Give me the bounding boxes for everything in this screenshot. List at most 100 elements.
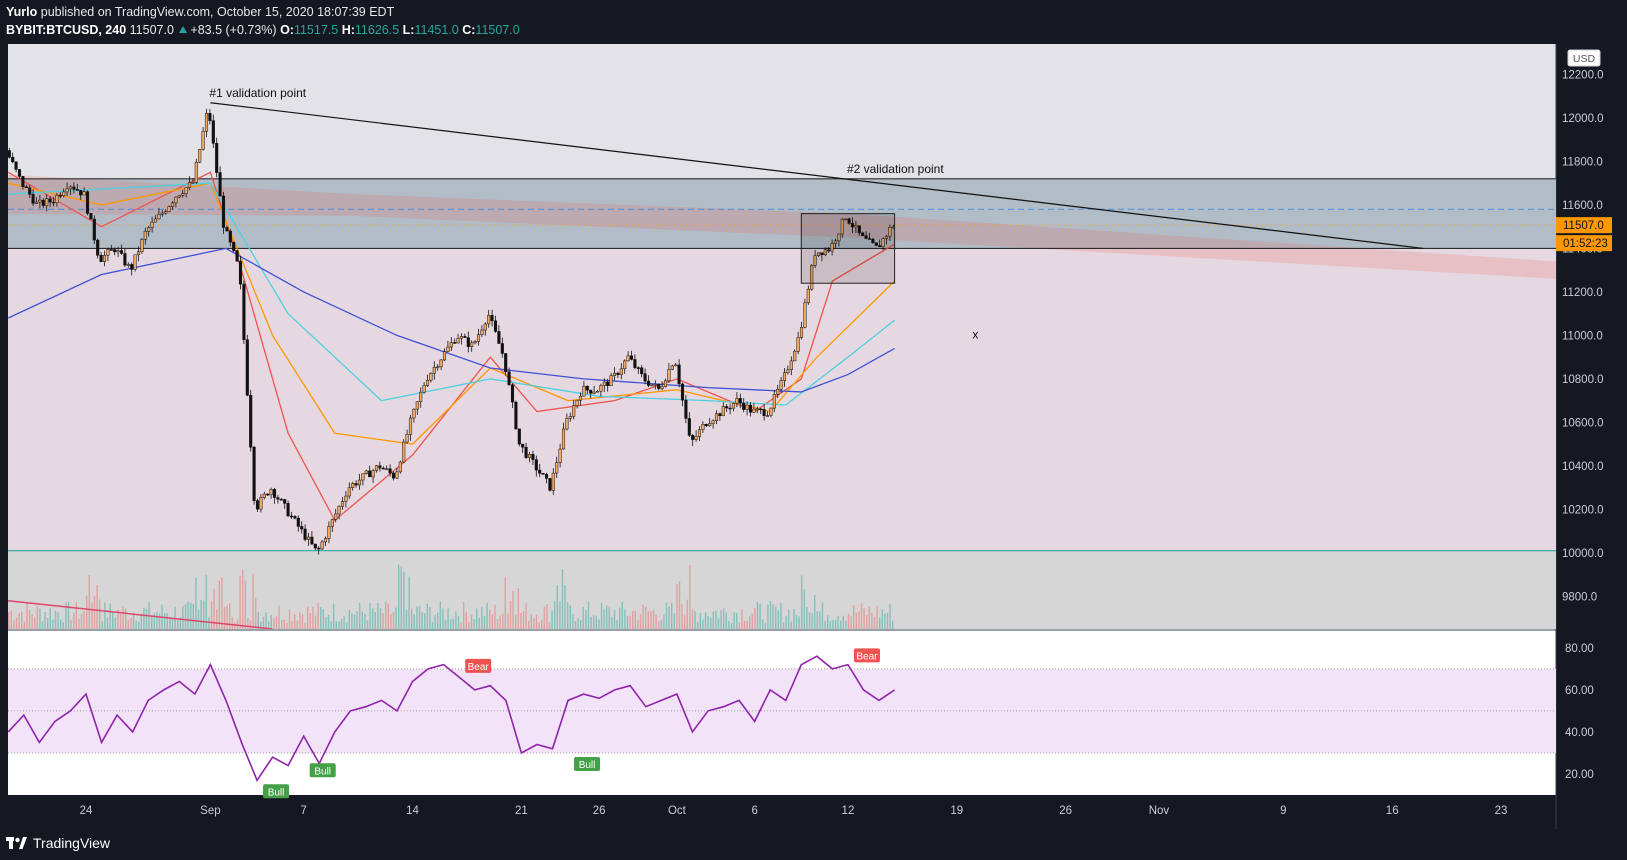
volume-bar (174, 606, 176, 629)
volume-bar (702, 619, 704, 629)
tradingview-logo-icon[interactable] (6, 835, 28, 853)
tradingview-brand[interactable]: TradingView (33, 835, 111, 851)
candle-body (293, 516, 297, 519)
volume-bar (600, 602, 603, 629)
price-scale-background (1556, 44, 1627, 797)
volume-bar (260, 621, 262, 629)
time-axis[interactable]: 24 Sep 7 14 21 26 Oct 6 12 19 26 Nov 9 16 23 (80, 805, 1508, 817)
candle-body (378, 465, 382, 469)
volume-bar (637, 620, 639, 629)
volume-bar (782, 622, 785, 629)
candle-body (347, 487, 351, 497)
volume-bar (712, 611, 714, 629)
candle-body (534, 459, 538, 471)
volume-bar (262, 616, 265, 629)
price-chart[interactable]: #1 validation point#2 validation pointx … (0, 44, 1627, 829)
candle-body (677, 364, 681, 385)
volume-bar (546, 604, 548, 629)
volume-bar (788, 609, 790, 629)
volume-bar (775, 606, 777, 629)
drawing-layer[interactable] (8, 102, 1424, 629)
candle-body (697, 429, 702, 437)
volume-bar (655, 614, 657, 629)
volume-bar (881, 609, 883, 629)
candle-body (789, 360, 793, 370)
volume-bar (286, 622, 288, 629)
rsi-line (8, 655, 896, 782)
volume-bar (590, 616, 592, 629)
volume-bar (593, 615, 595, 629)
volume-bar (463, 601, 465, 629)
time-tick-label: 26 (1059, 805, 1072, 817)
candle-body (572, 405, 576, 417)
volume-bar (798, 616, 800, 629)
volume-bar (299, 612, 301, 629)
candle-body (249, 394, 253, 448)
volume-bar (190, 602, 192, 629)
volume-bar (145, 608, 148, 629)
volume-bar (226, 605, 228, 629)
candle-body (96, 239, 100, 256)
candle-body (782, 372, 787, 381)
volume-bar (218, 580, 220, 629)
volume-bar (621, 601, 623, 629)
volume-bar (548, 622, 551, 629)
volume-bar (613, 610, 616, 629)
candle-body (453, 342, 457, 344)
volume-bar (125, 608, 127, 629)
time-tick-label: 26 (593, 805, 606, 817)
volume-bar (842, 615, 844, 629)
candle-body (769, 407, 773, 416)
trendline[interactable] (210, 102, 1424, 250)
rsi-axis[interactable]: 80.00 60.00 40.00 20.00 (1565, 643, 1594, 781)
volume-bar (434, 614, 436, 629)
volume-bar (749, 616, 751, 629)
candle-body (480, 329, 484, 335)
candle-body (361, 473, 365, 481)
symbol-label[interactable]: BYBIT:BTCUSD, 240 (6, 23, 127, 37)
candle-body (442, 351, 447, 361)
candle-body (68, 186, 73, 190)
volume-bar (660, 619, 662, 629)
volume-bar (465, 611, 467, 629)
currency-badge[interactable] (1567, 49, 1601, 67)
volume-bar (767, 604, 769, 629)
candle-body (742, 402, 746, 410)
volume-bar (845, 620, 847, 629)
volume-bar (509, 601, 512, 629)
candle-body (422, 385, 426, 393)
candle-body (92, 218, 96, 241)
volume-bar (681, 604, 683, 629)
price-axis[interactable]: 12200.012000.011800.011600.011400.011200… (1556, 49, 1612, 603)
candle-body (636, 367, 640, 369)
volume-bar (814, 595, 816, 629)
rsi-tick-label: 80.00 (1565, 643, 1594, 655)
candle-body (204, 113, 209, 132)
annotation-layer: #1 validation point #2 validation point x (209, 86, 978, 341)
candle-body (561, 428, 566, 450)
time-tick-label: 6 (751, 805, 757, 817)
volume-bar (468, 622, 470, 629)
candle-body (187, 182, 192, 188)
candle-body (483, 323, 487, 331)
candle-body (874, 242, 878, 246)
volume-bar (564, 584, 566, 629)
author-name[interactable]: Yurlo (6, 5, 38, 19)
consolidation-box[interactable] (800, 213, 896, 284)
volume-bar (119, 614, 122, 629)
volume-bar (197, 609, 200, 629)
volume-bar (52, 619, 54, 629)
candle-body (327, 526, 331, 539)
volume-bar (678, 581, 681, 629)
volume-bar (60, 619, 62, 629)
volume-bar (101, 621, 103, 629)
volume-bar (195, 577, 197, 629)
candle-body (28, 187, 32, 195)
candle-body (48, 198, 52, 203)
volume-bar (114, 617, 116, 629)
candle-body (143, 231, 147, 240)
volume-bar (140, 613, 142, 629)
candle-body (827, 249, 831, 252)
lower-trendline[interactable] (8, 599, 273, 629)
volume-bar (691, 609, 694, 629)
